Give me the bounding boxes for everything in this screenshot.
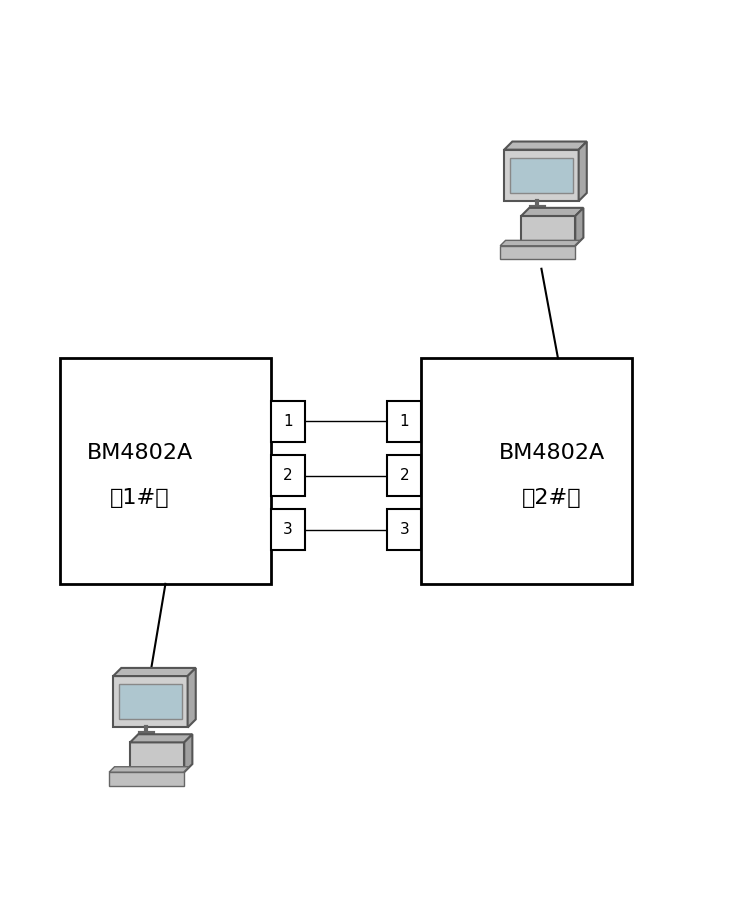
Bar — [421, 358, 632, 584]
Text: （1#）: （1#） — [111, 488, 170, 508]
Text: 1: 1 — [283, 414, 293, 429]
Text: 1: 1 — [399, 414, 409, 429]
Text: BM4802A: BM4802A — [499, 443, 605, 463]
Bar — [504, 150, 579, 201]
Bar — [387, 455, 421, 496]
Text: BM4802A: BM4802A — [87, 443, 193, 463]
Polygon shape — [579, 142, 587, 201]
Bar — [521, 216, 575, 246]
Text: 3: 3 — [283, 522, 293, 537]
Polygon shape — [188, 668, 196, 727]
Bar — [119, 684, 182, 719]
Text: 3: 3 — [399, 522, 409, 537]
Polygon shape — [184, 735, 193, 772]
Text: （2#）: （2#） — [522, 488, 581, 508]
Text: 2: 2 — [283, 468, 293, 483]
Bar — [387, 509, 421, 551]
Polygon shape — [575, 208, 584, 246]
Text: 2: 2 — [399, 468, 409, 483]
Bar — [271, 455, 305, 496]
Bar — [271, 401, 305, 442]
Polygon shape — [504, 142, 587, 150]
Polygon shape — [521, 208, 584, 216]
Bar — [60, 358, 271, 584]
Polygon shape — [500, 240, 580, 246]
Polygon shape — [109, 767, 189, 772]
Polygon shape — [114, 668, 196, 676]
Bar — [271, 509, 305, 551]
Bar — [387, 401, 421, 442]
Bar — [130, 743, 184, 772]
Bar — [500, 246, 575, 259]
Bar — [114, 676, 188, 727]
Polygon shape — [130, 735, 193, 743]
Bar — [510, 158, 573, 193]
Bar — [109, 772, 183, 786]
